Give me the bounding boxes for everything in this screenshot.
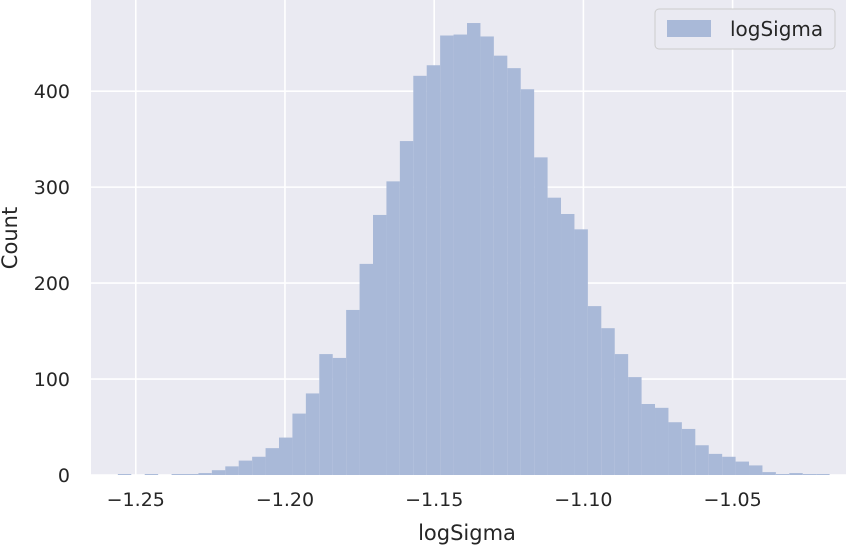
histogram-bar [681,428,696,475]
histogram-bar [561,213,575,475]
histogram-bar [708,453,723,475]
histogram-bar [279,437,293,475]
histogram-bar [547,197,562,476]
y-tick-labels: 0 100 200 300 400 [34,81,70,487]
histogram-bars [117,23,830,476]
histogram-bar [252,456,266,475]
histogram-bar [749,465,763,475]
histogram-bar [655,407,669,475]
histogram-bar [453,34,468,475]
x-tick-label: −1.20 [256,489,314,511]
histogram-bar [211,470,226,475]
x-tick-label: −1.05 [703,489,761,511]
histogram-bar [426,65,441,475]
histogram-bar [144,474,159,475]
histogram-bar [480,36,494,475]
histogram-bar [319,354,333,475]
histogram-bar [493,55,508,476]
histogram-bar [816,474,830,475]
legend-box [654,8,836,50]
histogram-bar [722,456,736,475]
histogram-bar [373,214,387,475]
histogram-bar [346,309,360,475]
y-tick-label: 300 [34,177,70,199]
y-tick-label: 0 [58,465,70,487]
histogram-bar [292,413,306,475]
histogram-bar [735,461,750,475]
histogram-bar [601,328,615,475]
legend-label: logSigma [730,17,823,41]
histogram-bar [117,474,132,475]
histogram-bar [185,474,199,475]
legend: logSigma [654,8,836,50]
histogram-bar [413,75,427,476]
x-tick-label: −1.25 [107,489,165,511]
histogram-bar [198,473,212,475]
y-axis-label: Count [0,207,22,269]
histogram-bar [614,354,629,475]
histogram-bar [467,23,481,475]
histogram-bar [305,393,320,475]
histogram-bar [534,157,548,476]
histogram-bar [520,89,535,475]
histogram-bar [265,448,280,475]
x-tick-labels: −1.25 −1.20 −1.15 −1.10 −1.05 [107,489,762,511]
histogram-bar [587,306,602,475]
y-tick-label: 200 [34,273,70,295]
x-tick-label: −1.10 [554,489,612,511]
histogram-bar [171,474,186,475]
histogram-bar [238,460,253,475]
histogram-bar [775,474,790,475]
histogram-bar [641,403,656,475]
histogram-bar [802,474,817,475]
histogram-bar [695,445,709,475]
histogram-bar [668,422,682,475]
y-tick-label: 400 [34,81,70,103]
histogram-bar [332,357,347,475]
histogram-bar [762,472,776,475]
histogram-bar [386,181,400,475]
legend-swatch [667,20,711,37]
histogram-bar [440,35,454,475]
x-axis-label: logSigma [418,521,516,545]
histogram-bar [507,68,521,475]
histogram-bar [225,466,239,475]
y-tick-label: 100 [34,369,70,391]
histogram-bar [399,141,414,475]
histogram-bar [574,229,588,475]
histogram-bar [628,377,642,475]
histogram-bar [359,263,374,475]
x-tick-label: −1.15 [405,489,463,511]
histogram-bar [789,473,803,475]
